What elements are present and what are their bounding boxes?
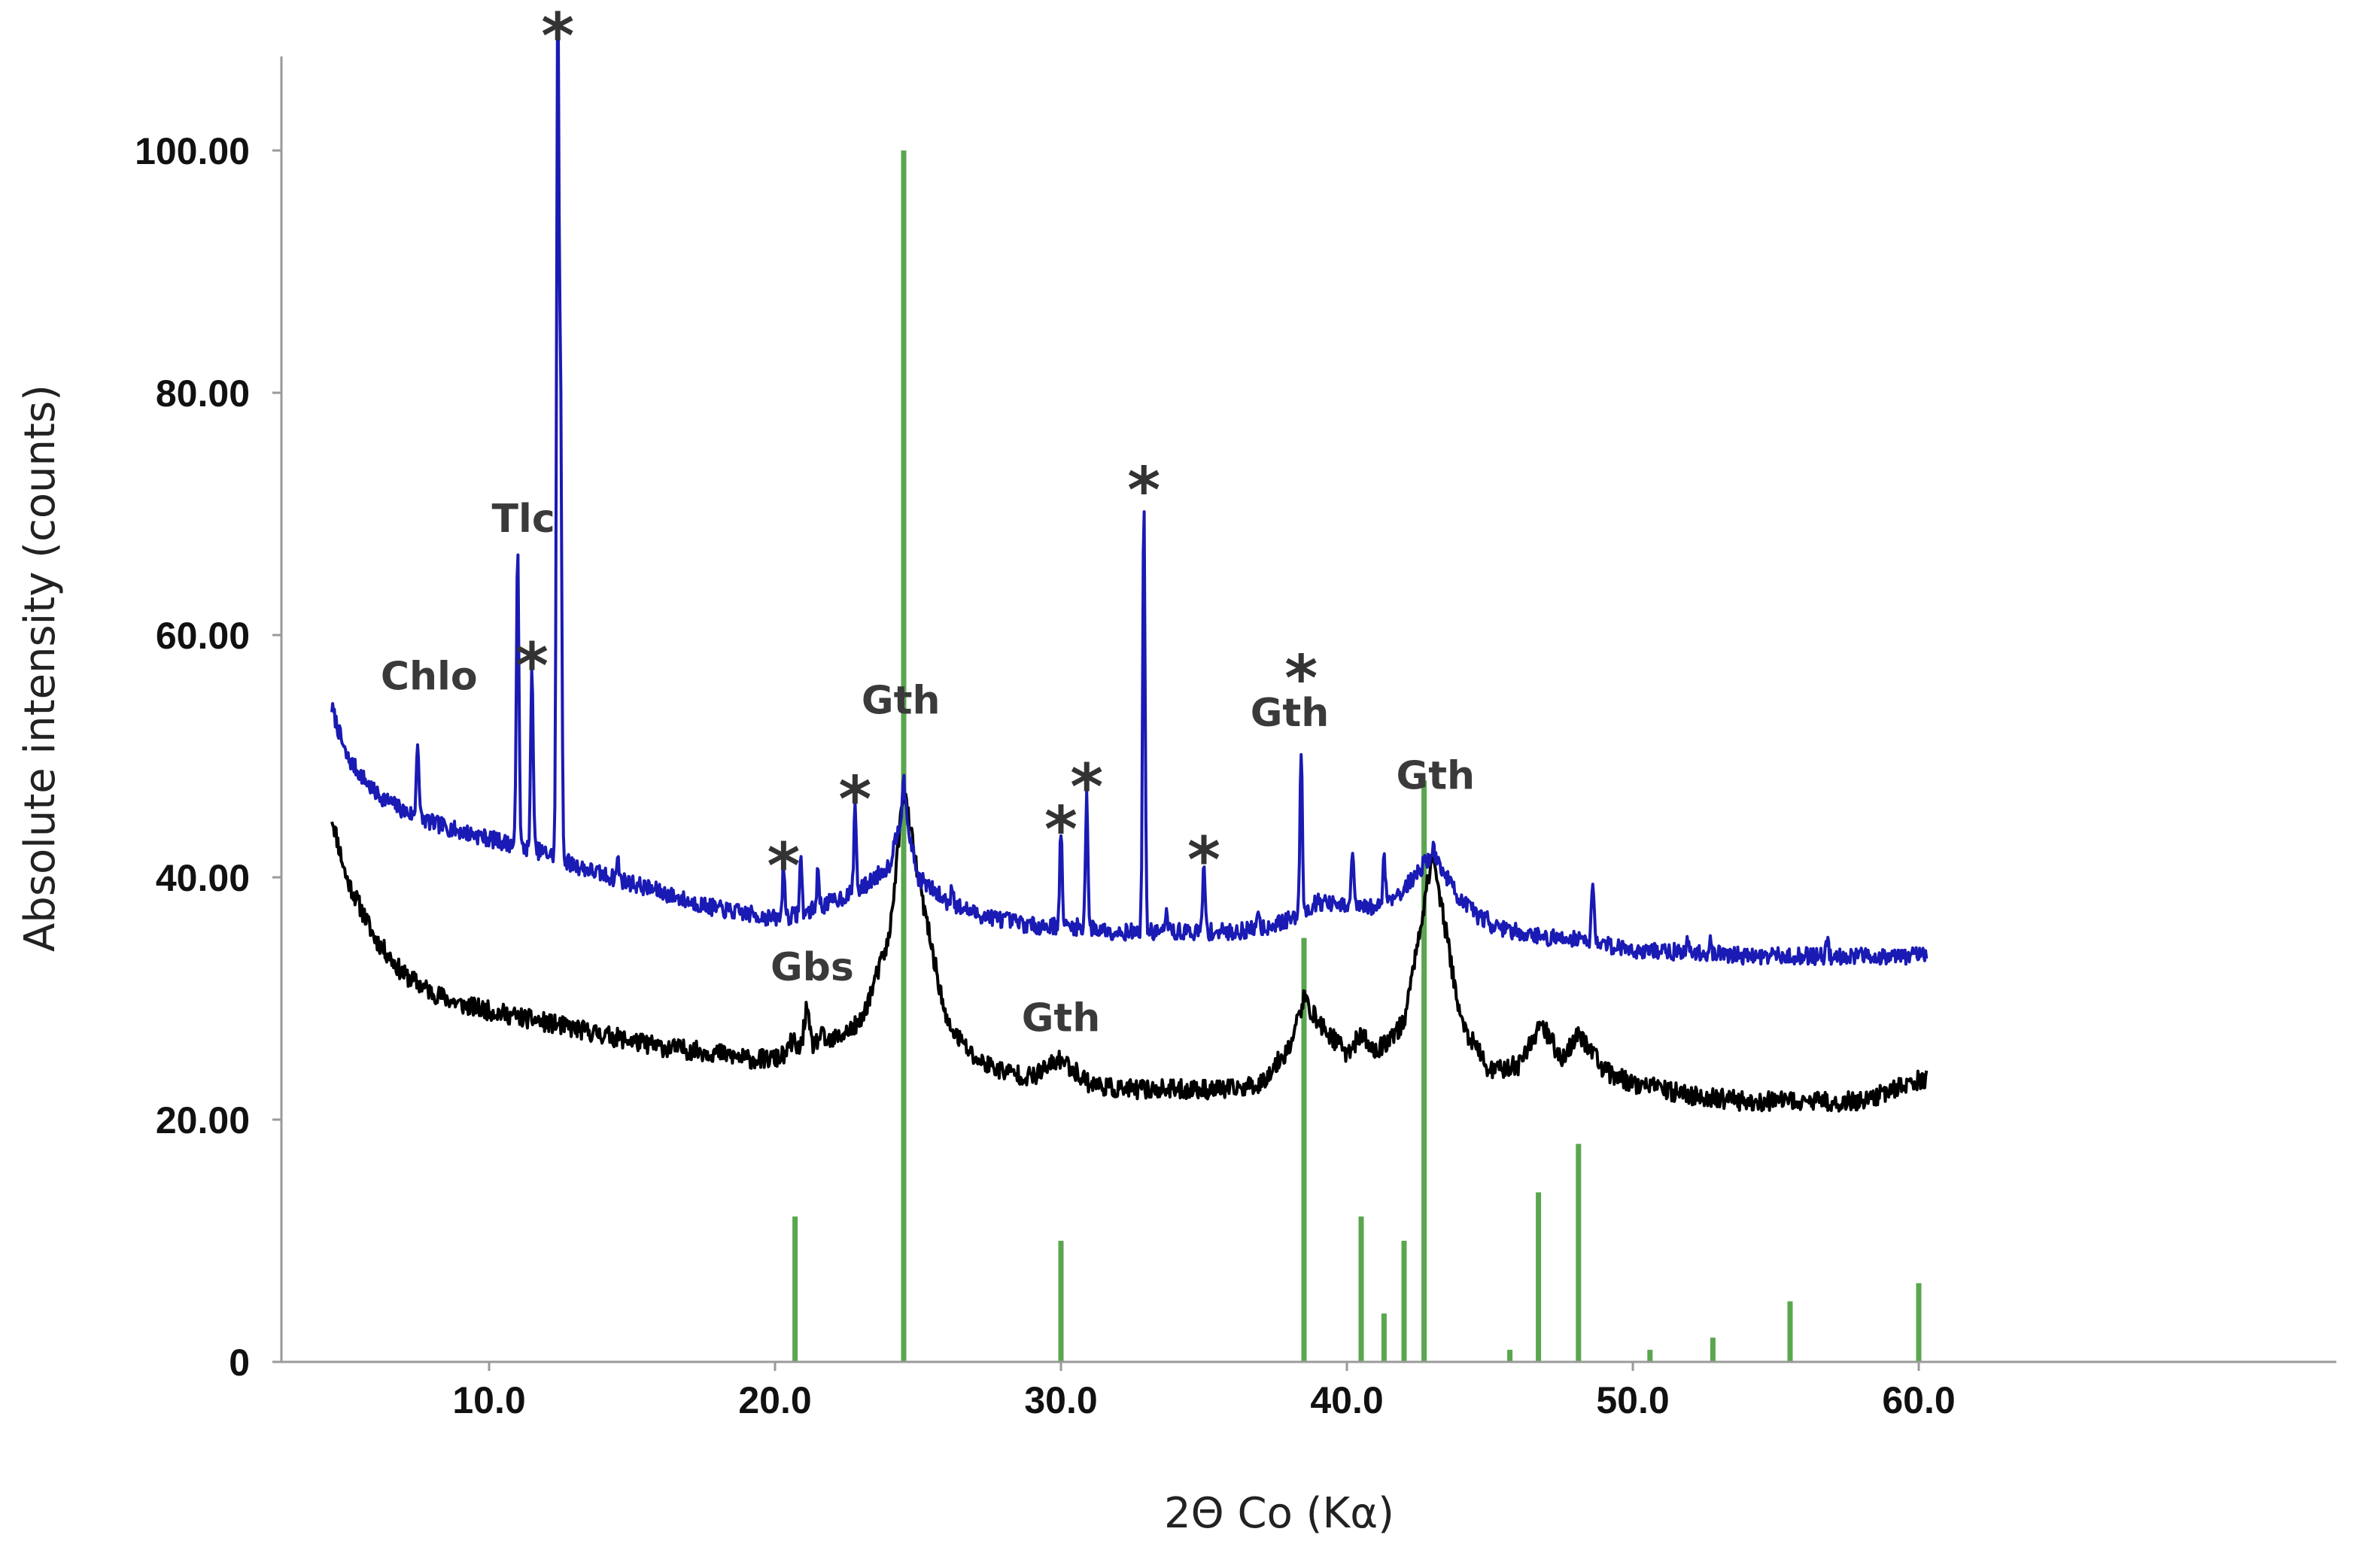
- peak-star: *: [838, 762, 871, 836]
- peak-label: Chlo: [381, 654, 478, 699]
- x-tick-label: 20.0: [738, 1379, 811, 1421]
- y-tick-label: 60.00: [156, 615, 250, 657]
- peak-label: Gth: [1251, 691, 1330, 736]
- peak-star: *: [1284, 641, 1318, 715]
- peak-star: *: [1127, 454, 1160, 527]
- x-tick-label: 10.0: [452, 1379, 525, 1421]
- y-axis-title: Absolute intensity (counts): [16, 384, 65, 952]
- peak-star: *: [1044, 793, 1078, 867]
- x-tick-label: 30.0: [1024, 1379, 1097, 1421]
- axes: [280, 56, 2336, 1363]
- ticks: 10.0 20.0 30.0 40.0 50.0 60.0020.0040.0060.00…: [135, 130, 1956, 1421]
- y-tick-label: 40.00: [156, 857, 250, 899]
- peak-star: *: [767, 829, 800, 903]
- peak-label: Gth: [862, 679, 941, 724]
- y-tick-label: 20.00: [156, 1099, 250, 1141]
- series-blue: [330, 32, 1929, 966]
- series-black: [330, 792, 1929, 1113]
- x-tick-label: 60.0: [1882, 1379, 1955, 1421]
- blue-pattern-line: [330, 32, 1929, 966]
- y-tick-label: 0: [229, 1342, 250, 1384]
- peak-star: *: [515, 629, 549, 703]
- peak-label: Gbs: [771, 945, 854, 990]
- peak-label: Gth: [1022, 995, 1101, 1041]
- peak-star: *: [1187, 823, 1220, 897]
- y-tick-label: 80.00: [156, 372, 250, 415]
- x-tick-label: 40.0: [1310, 1379, 1383, 1421]
- peak-star: *: [1070, 750, 1103, 824]
- peak-label: Tlc: [492, 497, 555, 542]
- peak-label: Gth: [1397, 753, 1476, 798]
- x-tick-label: 50.0: [1596, 1379, 1669, 1421]
- x-axis-title: 2Θ Co (Kα): [1164, 1489, 1394, 1538]
- reference-sticks: [792, 150, 1922, 1362]
- peak-star: *: [541, 0, 574, 73]
- y-tick-label: 100.00: [135, 130, 250, 172]
- black-pattern-line: [330, 792, 1929, 1113]
